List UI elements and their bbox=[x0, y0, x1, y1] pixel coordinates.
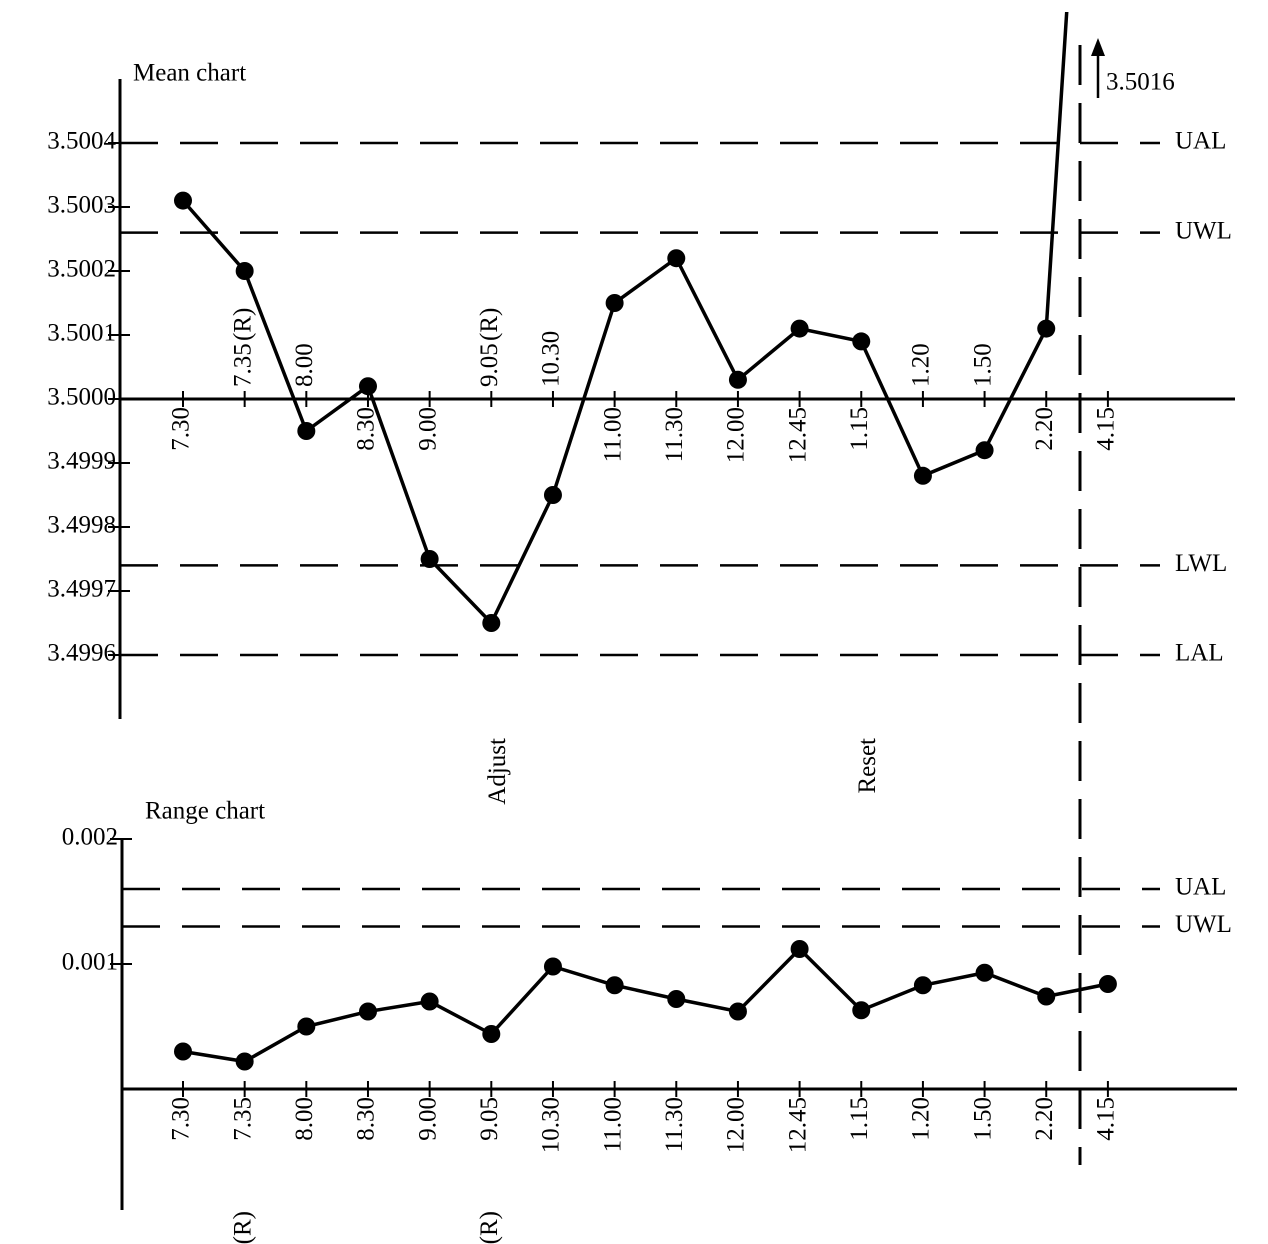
point bbox=[913, 466, 932, 485]
y-tick-label: 0.001 bbox=[62, 949, 118, 976]
y-tick-label: 3.4997 bbox=[47, 576, 116, 603]
line bbox=[182, 946, 1109, 1064]
chart-title: Range chart bbox=[145, 798, 265, 825]
marker-label: (R) bbox=[476, 308, 503, 341]
x-tick-label: 9.05 bbox=[476, 1097, 503, 1141]
x-tick-label: 7.30 bbox=[168, 1097, 195, 1141]
point bbox=[297, 422, 316, 440]
marker-label: (R) bbox=[229, 1211, 256, 1244]
x-tick-label: 12.00 bbox=[723, 1097, 750, 1153]
point bbox=[790, 319, 809, 338]
point bbox=[543, 957, 562, 976]
point bbox=[358, 377, 377, 396]
x-tick-label: 12.45 bbox=[784, 1097, 811, 1153]
y-tick-label: 3.5002 bbox=[47, 256, 116, 283]
x-tick-label: 1.20 bbox=[908, 1097, 935, 1141]
x-tick-label: 8.30 bbox=[353, 407, 380, 451]
point bbox=[543, 486, 562, 504]
chart-title: Mean chart bbox=[133, 60, 246, 87]
y-tick-label: 3.5003 bbox=[47, 192, 116, 219]
point bbox=[975, 963, 994, 982]
x-tick-label: 1.50 bbox=[969, 1097, 996, 1141]
limit-label: UAL bbox=[1175, 874, 1226, 901]
point bbox=[297, 1017, 316, 1036]
point bbox=[174, 1042, 192, 1061]
limit-label: UAL bbox=[1175, 128, 1226, 155]
y-tick-label: 3.5001 bbox=[47, 320, 116, 347]
x-tick-label: 11.30 bbox=[661, 1097, 688, 1152]
point bbox=[420, 992, 439, 1011]
x-tick-label: 11.00 bbox=[599, 407, 626, 462]
point bbox=[1098, 975, 1117, 993]
x-tick-label: 7.35 bbox=[229, 343, 256, 387]
point bbox=[1037, 987, 1056, 1006]
marker-label: (R) bbox=[476, 1211, 503, 1244]
annotation: Reset bbox=[854, 738, 881, 794]
value-label: 3.5016 bbox=[1106, 69, 1175, 96]
x-tick-label: 1.50 bbox=[969, 343, 996, 387]
x-tick-label: 7.30 bbox=[168, 407, 195, 451]
x-tick-label: 7.35 bbox=[229, 1097, 256, 1141]
x-tick-label: 8.30 bbox=[353, 1097, 380, 1141]
point bbox=[1037, 319, 1056, 338]
point bbox=[728, 1002, 747, 1021]
point bbox=[852, 332, 871, 351]
point bbox=[605, 294, 624, 312]
y-tick-label: 3.5004 bbox=[47, 128, 116, 155]
x-tick-label: 10.30 bbox=[538, 1097, 565, 1153]
point bbox=[605, 976, 624, 995]
point bbox=[667, 249, 686, 268]
limit-label: LAL bbox=[1175, 640, 1224, 667]
x-tick-label: 12.45 bbox=[784, 407, 811, 463]
x-tick-label: 12.00 bbox=[723, 407, 750, 463]
x-tick-label: 2.20 bbox=[1031, 1097, 1058, 1141]
x-tick-label: 11.30 bbox=[661, 407, 688, 462]
point bbox=[790, 940, 809, 958]
arrow-head bbox=[1091, 38, 1105, 56]
x-tick-label: 9.00 bbox=[414, 407, 441, 451]
point bbox=[913, 976, 932, 995]
x-tick-label: 4.15 bbox=[1093, 1097, 1120, 1141]
point bbox=[975, 441, 994, 460]
marker-label: (R) bbox=[229, 308, 256, 341]
limit-label: LWL bbox=[1175, 550, 1227, 577]
x-tick-label: 11.00 bbox=[599, 1097, 626, 1152]
point bbox=[667, 990, 686, 1008]
y-tick-label: 3.5000 bbox=[47, 384, 116, 411]
point bbox=[482, 1025, 501, 1043]
x-tick-label: 4.15 bbox=[1093, 407, 1120, 451]
point bbox=[358, 1002, 377, 1021]
y-tick-label: 3.4998 bbox=[47, 512, 116, 539]
annotation: Adjust bbox=[484, 738, 511, 805]
y-tick-label: 0.002 bbox=[62, 824, 118, 851]
x-tick-label: 8.00 bbox=[291, 343, 318, 387]
point bbox=[174, 191, 192, 210]
point bbox=[235, 262, 254, 280]
point bbox=[852, 1001, 871, 1020]
x-tick-label: 1.15 bbox=[846, 1097, 873, 1141]
y-tick-label: 3.4996 bbox=[47, 640, 116, 667]
point bbox=[728, 370, 747, 389]
limit-label: UWL bbox=[1175, 911, 1232, 938]
x-tick-label: 1.20 bbox=[908, 343, 935, 387]
point bbox=[420, 550, 439, 568]
point bbox=[482, 614, 501, 632]
point bbox=[235, 1052, 254, 1071]
series bbox=[174, 12, 1069, 632]
x-tick-label: 2.20 bbox=[1031, 407, 1058, 451]
line bbox=[181, 12, 1069, 627]
series bbox=[174, 940, 1117, 1071]
x-tick-label: 8.00 bbox=[291, 1097, 318, 1141]
x-tick-label: 9.05 bbox=[476, 343, 503, 387]
x-tick-label: 10.30 bbox=[538, 331, 565, 387]
x-tick-label: 1.15 bbox=[846, 407, 873, 451]
y-tick-label: 3.4999 bbox=[47, 448, 116, 475]
limit-label: UWL bbox=[1175, 217, 1232, 244]
x-tick-label: 9.00 bbox=[414, 1097, 441, 1141]
